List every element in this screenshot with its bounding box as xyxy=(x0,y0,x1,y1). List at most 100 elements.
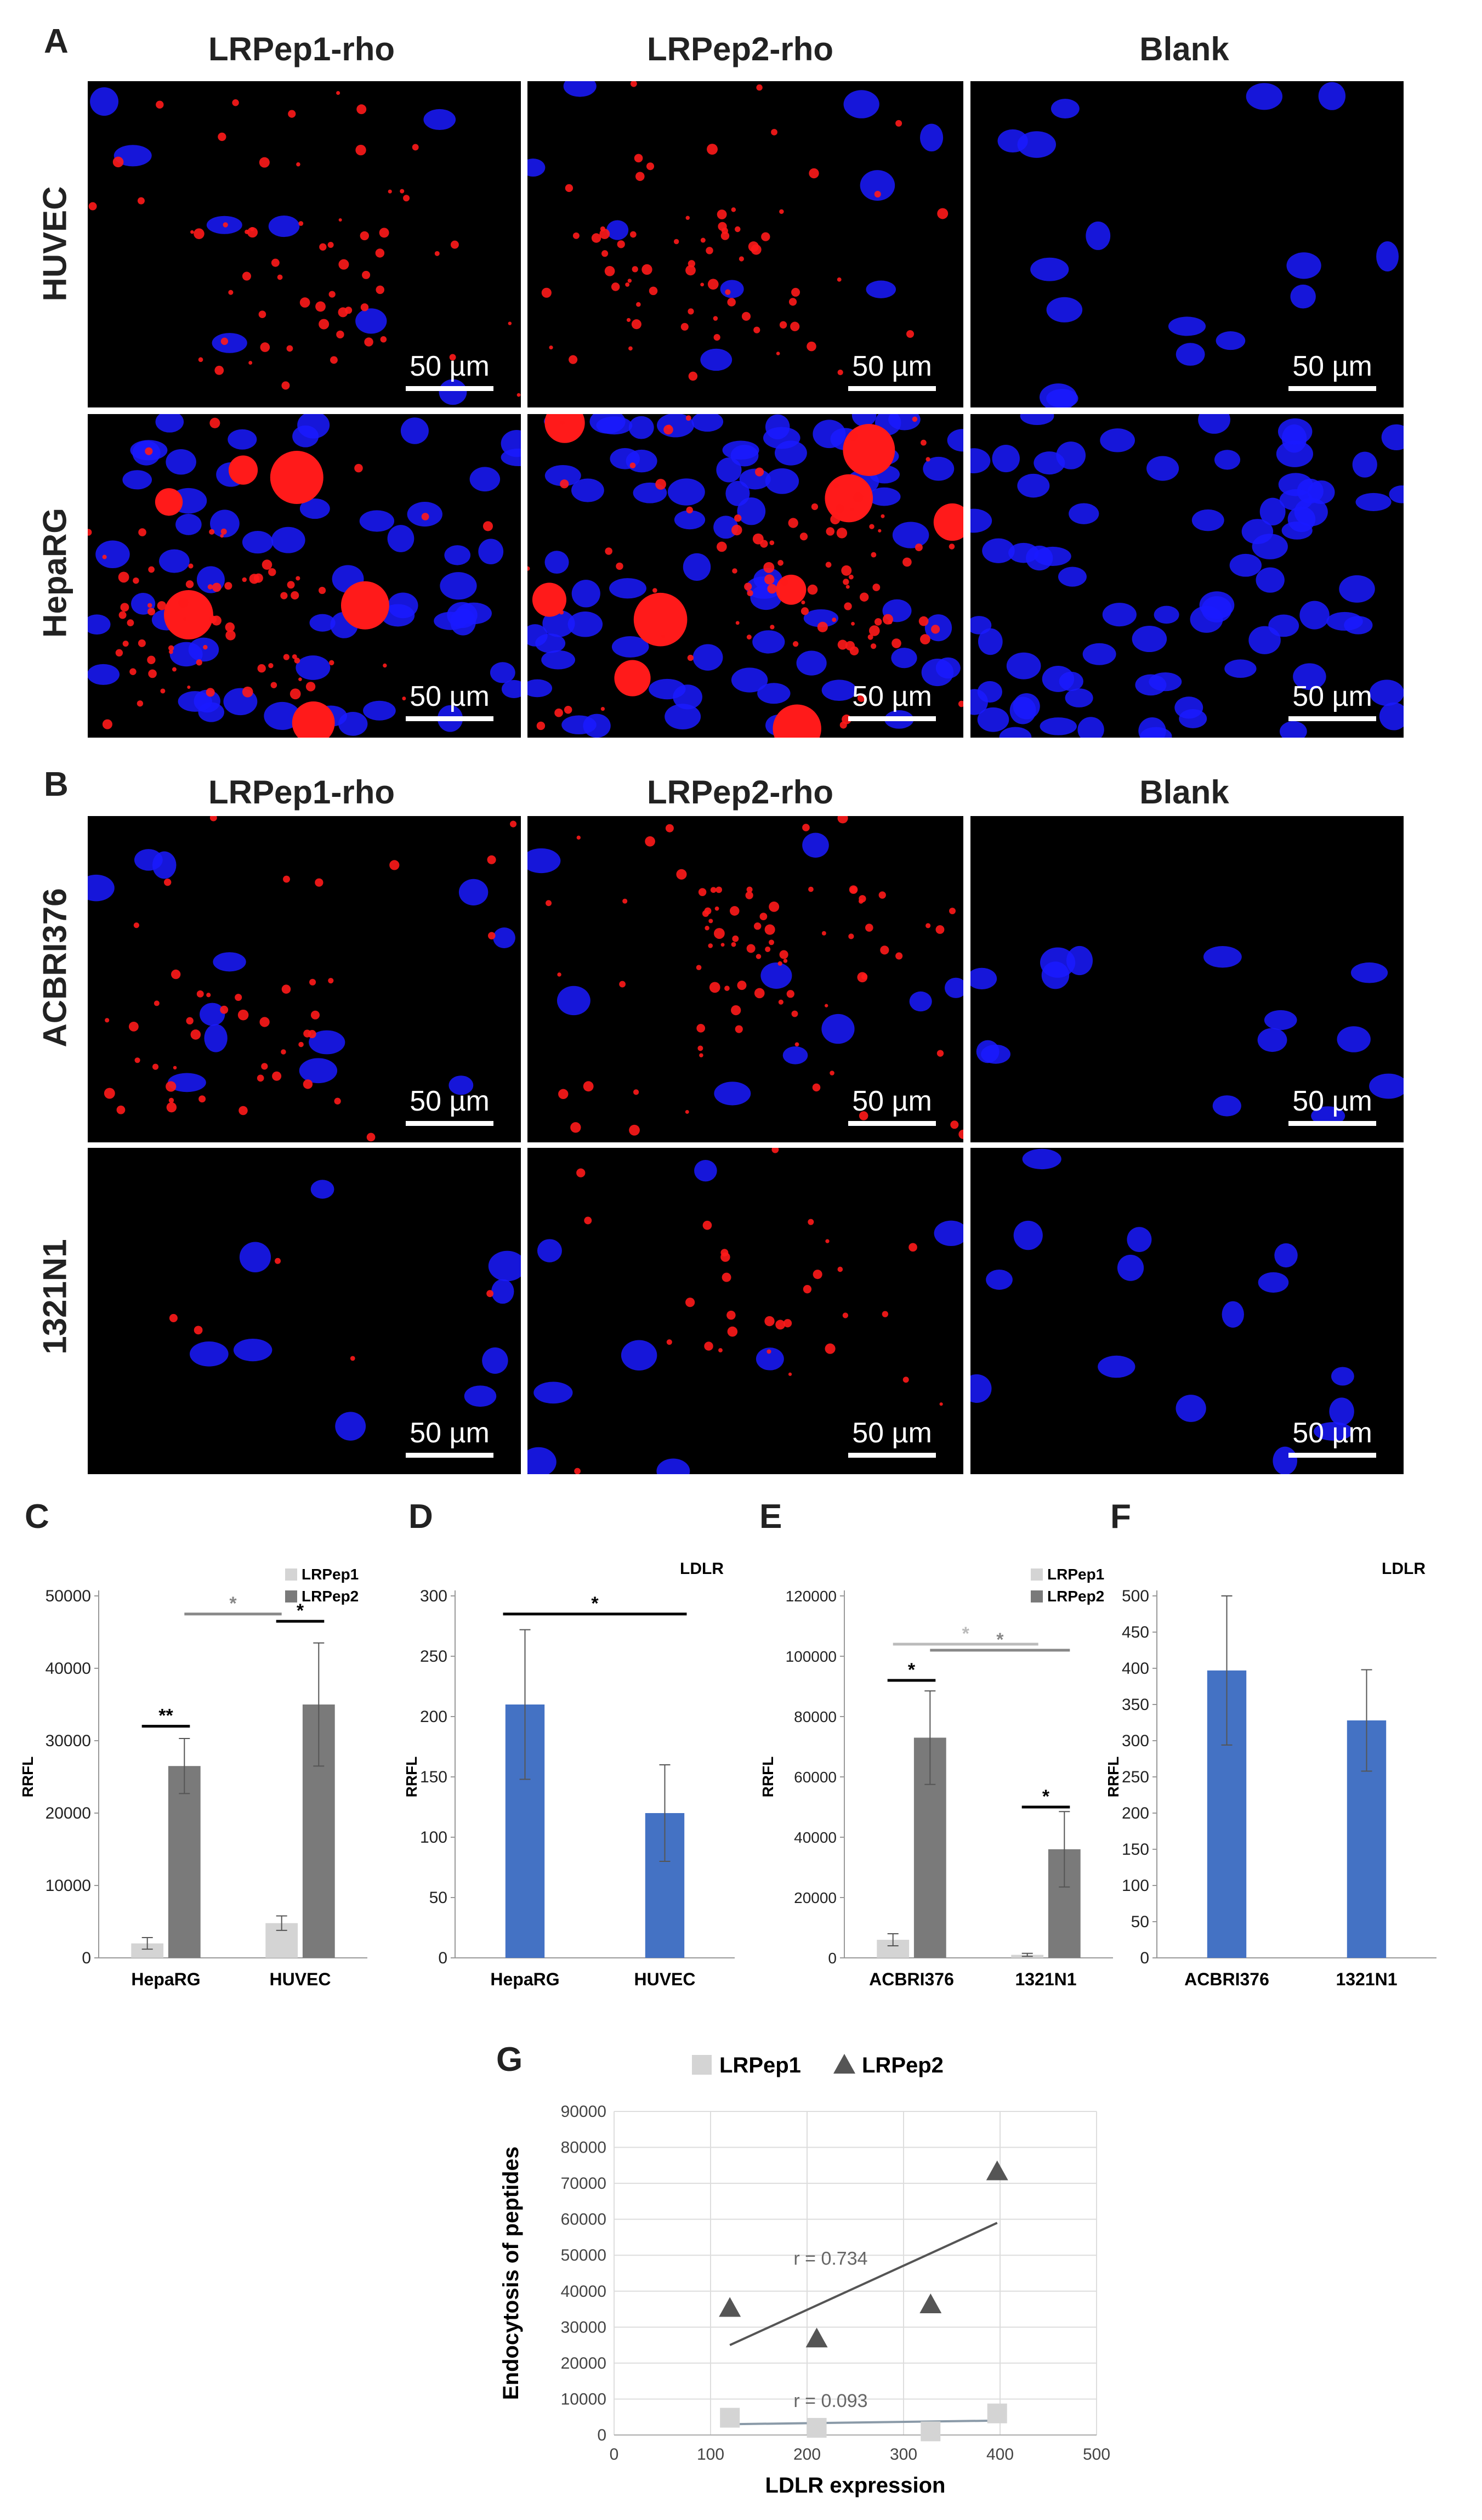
y-tick-label: 150 xyxy=(420,1768,447,1786)
peptide-puncta xyxy=(958,1129,963,1139)
peptide-puncta xyxy=(138,639,146,647)
nucleus xyxy=(1127,1227,1152,1253)
nucleus xyxy=(299,1058,338,1084)
x-tick-label: ACBRI376 xyxy=(869,1969,954,1989)
nucleus xyxy=(1326,611,1363,631)
peptide-puncta xyxy=(388,189,392,194)
peptide-puncta xyxy=(769,901,780,912)
peptide-puncta xyxy=(147,603,152,608)
peptide-puncta xyxy=(882,1311,889,1317)
nucleus xyxy=(821,679,857,701)
peptide-puncta xyxy=(803,1285,812,1294)
peptide-puncta xyxy=(676,869,687,880)
peptide-puncta xyxy=(88,529,92,536)
significance-label: * xyxy=(996,1629,1004,1650)
peptide-puncta xyxy=(702,910,709,917)
peptide-aggregate xyxy=(228,455,258,485)
nucleus xyxy=(309,614,336,632)
peptide-puncta xyxy=(600,706,605,711)
nucleus xyxy=(730,445,759,467)
y-tick-label: 350 xyxy=(1122,1696,1149,1714)
peptide-puncta xyxy=(779,950,788,959)
peptide-puncta xyxy=(881,514,885,518)
peptide-puncta xyxy=(783,959,788,963)
nucleus xyxy=(656,1458,690,1474)
scale-bar: 50 µm xyxy=(1288,1085,1376,1126)
nucleus xyxy=(1274,1243,1298,1268)
nucleus xyxy=(204,1024,228,1052)
peptide-puncta xyxy=(133,922,139,928)
peptide-puncta xyxy=(704,1341,713,1351)
peptide-puncta xyxy=(239,1106,248,1115)
nucleus xyxy=(921,659,954,687)
peptide-puncta xyxy=(754,988,765,999)
peptide-puncta xyxy=(833,483,839,488)
peptide-puncta xyxy=(289,688,301,700)
nucleus xyxy=(1008,542,1039,563)
peptide-puncta xyxy=(888,620,893,625)
peptide-puncta xyxy=(487,855,496,864)
y-tick-label: 20000 xyxy=(561,2354,606,2372)
peptide-puncta xyxy=(604,266,615,276)
peptide-puncta xyxy=(280,592,288,599)
nucleus xyxy=(970,1374,992,1403)
peptide-puncta xyxy=(536,721,546,730)
peptide-puncta xyxy=(209,615,217,624)
nucleus xyxy=(1212,1095,1241,1117)
nucleus xyxy=(1314,1422,1353,1441)
peptide-puncta xyxy=(622,898,628,904)
peptide-puncta xyxy=(315,301,326,312)
peptide-puncta xyxy=(821,931,826,936)
peptide-puncta xyxy=(257,664,266,673)
peptide-puncta xyxy=(673,239,679,245)
nucleus xyxy=(440,572,477,600)
nucleus xyxy=(803,609,839,627)
peptide-puncta xyxy=(253,573,263,583)
peptide-puncta xyxy=(572,232,580,239)
peptide-puncta xyxy=(794,1042,799,1047)
nucleus xyxy=(986,1270,1013,1290)
peptide-aggregate xyxy=(633,592,688,647)
peptide-puncta xyxy=(826,527,835,536)
peptide-puncta xyxy=(808,886,814,892)
nucleus xyxy=(1132,625,1167,653)
nucleus xyxy=(977,707,1009,732)
peptide-puncta xyxy=(138,528,146,536)
nucleus xyxy=(1258,1272,1289,1293)
peptide-puncta xyxy=(696,1024,706,1033)
peptide-puncta xyxy=(383,663,387,668)
significance-label: * xyxy=(591,1593,599,1614)
nucleus xyxy=(1059,671,1083,692)
peptide-puncta xyxy=(760,540,768,548)
y-tick-label: 30000 xyxy=(561,2318,606,2336)
legend-label: LRPep2 xyxy=(1047,1588,1104,1605)
data-point xyxy=(921,2421,941,2442)
nucleus xyxy=(488,1250,521,1282)
peptide-puncta xyxy=(702,1220,712,1230)
data-point xyxy=(807,2417,827,2438)
data-point xyxy=(919,2294,942,2313)
y-tick-label: 0 xyxy=(1140,1949,1149,1967)
significance-label: * xyxy=(1042,1786,1050,1807)
legend-label: LRPep1 xyxy=(302,1566,359,1583)
col-title-a-1: LRPep1-rho xyxy=(208,31,395,67)
col-title-b-1: LRPep1-rho xyxy=(208,774,395,811)
peptide-puncta xyxy=(220,1005,229,1014)
peptide-puncta xyxy=(775,1320,786,1330)
legend-label: LRPep1 xyxy=(719,2053,801,2077)
peptide-puncta xyxy=(865,924,873,932)
peptide-puncta xyxy=(102,719,112,729)
nucleus xyxy=(609,578,646,599)
y-tick-label: 150 xyxy=(1122,1841,1149,1859)
peptide-puncta xyxy=(685,265,696,276)
nucleus xyxy=(621,1340,657,1371)
peptide-puncta xyxy=(949,543,955,550)
peptide-puncta xyxy=(747,590,753,597)
nucleus xyxy=(583,713,611,738)
peptide-puncta xyxy=(259,1017,270,1027)
peptide-puncta xyxy=(232,99,239,106)
nucleus xyxy=(1257,1028,1287,1052)
y-tick-label: 250 xyxy=(1122,1768,1149,1786)
nucleus xyxy=(765,468,799,494)
nucleus xyxy=(423,109,456,131)
